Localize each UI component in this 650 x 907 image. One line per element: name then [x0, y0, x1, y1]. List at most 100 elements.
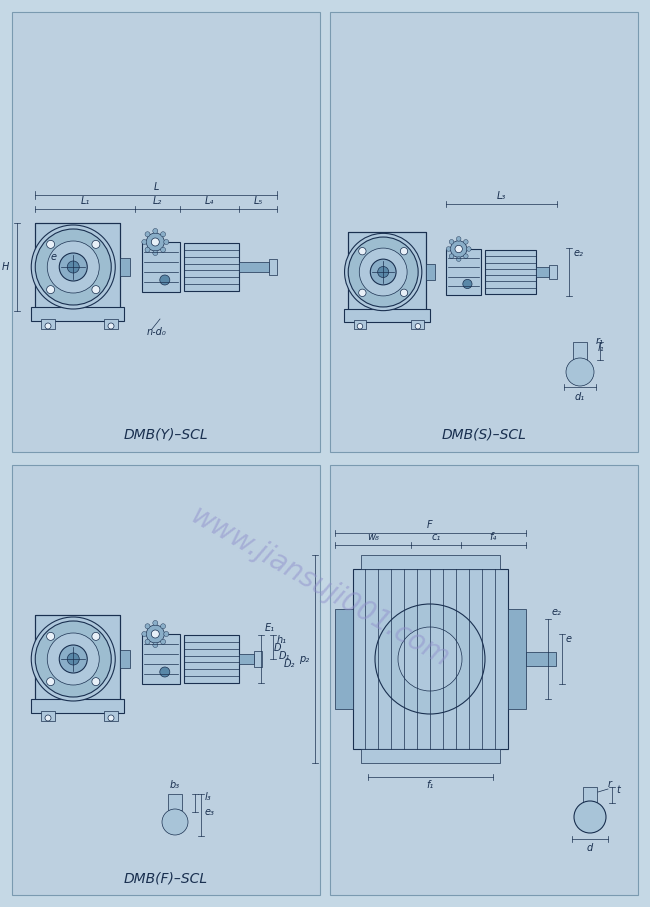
Text: t: t — [616, 785, 620, 795]
Circle shape — [456, 237, 461, 241]
Circle shape — [348, 237, 418, 307]
Bar — [41, 319, 55, 329]
Bar — [573, 342, 587, 360]
Circle shape — [161, 624, 166, 629]
Bar — [31, 699, 124, 713]
Bar — [184, 243, 239, 291]
Circle shape — [164, 631, 169, 637]
Circle shape — [160, 275, 170, 285]
Circle shape — [35, 621, 111, 697]
Circle shape — [92, 678, 100, 686]
Bar — [104, 711, 118, 721]
Bar — [142, 634, 180, 684]
Text: n-d₀: n-d₀ — [147, 327, 167, 337]
Text: E₁: E₁ — [265, 623, 275, 633]
Text: e: e — [50, 252, 57, 262]
Circle shape — [108, 715, 114, 721]
Bar — [35, 223, 120, 311]
Circle shape — [145, 639, 150, 644]
Circle shape — [344, 233, 422, 310]
Circle shape — [142, 239, 147, 245]
Text: e₂: e₂ — [574, 248, 584, 258]
Circle shape — [45, 715, 51, 721]
Circle shape — [92, 240, 100, 249]
Circle shape — [162, 809, 188, 835]
Bar — [525, 652, 556, 666]
Circle shape — [59, 253, 87, 281]
Circle shape — [153, 250, 158, 256]
Circle shape — [160, 667, 170, 677]
Bar — [35, 615, 120, 703]
Bar — [348, 231, 426, 313]
Bar — [411, 320, 424, 329]
Text: b₃: b₃ — [170, 780, 180, 790]
Bar — [361, 749, 499, 763]
Circle shape — [47, 632, 55, 640]
Bar — [536, 268, 549, 277]
Circle shape — [400, 248, 408, 255]
Circle shape — [164, 239, 169, 245]
Circle shape — [153, 642, 158, 648]
Circle shape — [67, 653, 79, 665]
Circle shape — [359, 248, 366, 255]
Circle shape — [463, 239, 468, 244]
Bar — [335, 609, 352, 709]
Bar — [239, 262, 269, 272]
Bar — [184, 635, 239, 683]
Circle shape — [456, 257, 461, 261]
Text: l₃: l₃ — [205, 792, 212, 802]
Bar — [142, 242, 180, 292]
Text: L: L — [153, 182, 159, 192]
Text: DMB(F)–SCL: DMB(F)–SCL — [124, 872, 208, 886]
Bar — [269, 259, 277, 275]
Circle shape — [463, 279, 472, 288]
Circle shape — [400, 289, 408, 297]
Circle shape — [449, 254, 454, 258]
Bar — [426, 264, 436, 280]
Text: D: D — [274, 643, 281, 653]
Circle shape — [161, 231, 166, 237]
Circle shape — [145, 231, 150, 237]
Text: f₁: f₁ — [426, 780, 434, 790]
Circle shape — [449, 239, 454, 244]
Text: p₂: p₂ — [300, 654, 309, 664]
Circle shape — [153, 229, 158, 233]
Bar — [35, 223, 120, 311]
Circle shape — [47, 241, 99, 293]
Circle shape — [398, 627, 462, 691]
Text: d₁: d₁ — [575, 392, 585, 402]
Circle shape — [450, 240, 467, 258]
Bar — [12, 12, 320, 452]
Circle shape — [92, 286, 100, 294]
Bar — [508, 609, 525, 709]
Bar — [31, 307, 124, 321]
Bar — [330, 465, 638, 895]
Text: L₅: L₅ — [254, 196, 263, 206]
Circle shape — [142, 631, 147, 637]
Bar — [348, 231, 426, 313]
Text: D₂: D₂ — [284, 659, 295, 669]
Circle shape — [45, 323, 51, 329]
Bar — [352, 569, 508, 749]
Bar — [120, 650, 130, 668]
Bar — [447, 249, 482, 295]
Circle shape — [146, 625, 164, 643]
Circle shape — [59, 645, 87, 673]
Text: e: e — [566, 634, 571, 644]
Circle shape — [359, 289, 366, 297]
Bar — [104, 319, 118, 329]
Circle shape — [47, 240, 55, 249]
Text: e₃: e₃ — [205, 807, 215, 817]
Circle shape — [467, 247, 471, 251]
Circle shape — [151, 630, 159, 638]
Circle shape — [47, 678, 55, 686]
Bar — [549, 265, 557, 279]
Circle shape — [31, 617, 115, 701]
Circle shape — [566, 358, 594, 386]
Text: f₄: f₄ — [489, 532, 497, 542]
Text: H: H — [1, 262, 9, 272]
Circle shape — [146, 233, 164, 251]
Bar — [239, 654, 254, 664]
Bar — [583, 787, 597, 803]
Circle shape — [455, 245, 462, 253]
